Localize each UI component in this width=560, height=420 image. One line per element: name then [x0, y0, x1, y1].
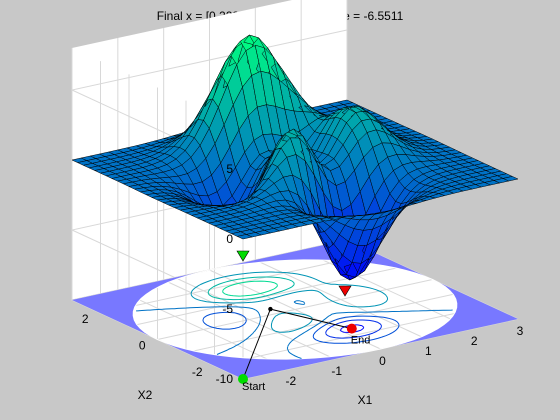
contour-line [190, 271, 389, 333]
z-tick-label: 0 [226, 232, 233, 246]
x2-tick-label: -2 [192, 365, 203, 379]
x1-tick-label: 1 [425, 344, 432, 358]
markers-and-path: Start End [236, 250, 371, 393]
floor-x-gridline [117, 289, 290, 370]
x1-tick-label: -1 [331, 364, 342, 378]
z-tick-label: -10 [216, 372, 234, 386]
x2-axis-label: X2 [138, 388, 153, 402]
x1-tick-label: -2 [285, 374, 296, 388]
end-label: End [351, 335, 371, 347]
contour-line [222, 280, 278, 297]
x1-axis-label: X1 [358, 393, 373, 407]
x1-tick-label: 2 [471, 334, 478, 348]
contour-line [325, 319, 382, 339]
contour-line [202, 311, 400, 344]
x2-tick-label: 2 [82, 312, 89, 326]
floor-x-gridline [255, 259, 427, 340]
x1-tick-label: 3 [517, 324, 524, 338]
intermediate-point [268, 306, 273, 312]
floor-x-gridline [300, 249, 473, 330]
peaks-surface [71, 34, 519, 281]
end-surface-marker [338, 285, 352, 297]
contour-line [339, 324, 365, 333]
surface-face [502, 176, 519, 182]
contour-line [207, 276, 295, 301]
z-tick-label: 5 [226, 162, 233, 176]
end-marker [346, 323, 357, 334]
floor-contour-plane [72, 240, 518, 379]
contour-line [136, 300, 453, 359]
constraint-circle [132, 259, 458, 360]
start-label: Start [242, 381, 265, 393]
z-tick-label: -5 [222, 302, 233, 316]
start-marker [238, 374, 248, 384]
start-surface-marker [236, 250, 250, 262]
x2-tick-label: 0 [139, 339, 146, 353]
x1-tick-label: 0 [379, 354, 386, 368]
floor-x-gridline [163, 279, 335, 360]
